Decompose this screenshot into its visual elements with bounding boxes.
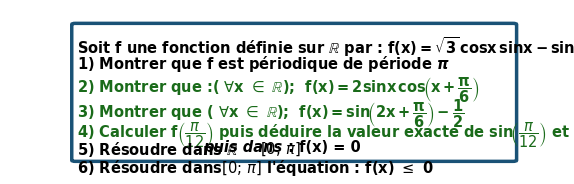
Text: Soit f une fonction définie sur $\mathbb{R}$ par : $\mathbf{f(x) = \sqrt{3}\,cos: Soit f une fonction définie sur $\mathbb… [77,35,574,59]
Text: 1) Montrer que f est périodique de période $\boldsymbol{\pi}$: 1) Montrer que f est périodique de pério… [77,54,449,74]
Text: puis dans: puis dans [203,140,282,155]
Text: 6) Résoudre dans$[0;\,\pi]$ l'équation : f(x) $\leq$ 0: 6) Résoudre dans$[0;\,\pi]$ l'équation :… [77,158,434,178]
Text: 3) Montrer que ( $\forall$x $\in$ $\mathbb{R}$);  $\mathbf{f(x) = sin\!\left(2x+: 3) Montrer que ( $\forall$x $\in$ $\math… [77,98,464,130]
Text: 4) Calculer f$\left(\dfrac{\pi}{12}\right)$ puis déduire la valeur exacte de sin: 4) Calculer f$\left(\dfrac{\pi}{12}\righ… [77,121,574,150]
Text: : f(x) = 0: : f(x) = 0 [283,140,361,155]
Text: $[0;\,\pi]$: $[0;\,\pi]$ [255,140,301,158]
Text: 2) Montrer que :( $\forall$x $\in$ $\mathbb{R}$);  $\mathbf{f(x) = 2sinx\,cos\!\: 2) Montrer que :( $\forall$x $\in$ $\mat… [77,76,479,105]
Text: 5) Résoudre dans $\mathbb{R}$: 5) Résoudre dans $\mathbb{R}$ [77,140,239,159]
FancyBboxPatch shape [72,23,517,161]
